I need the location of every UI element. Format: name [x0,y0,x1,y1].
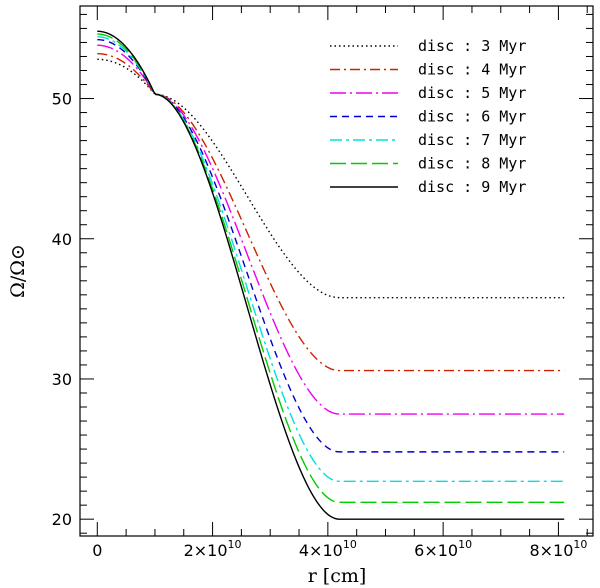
series-line-9-myr [97,30,565,520]
x-tick-exponent: 10 [228,538,242,551]
x-tick-label: 6×1010 [414,538,472,560]
legend-label: disc : 3 Myr [418,37,526,55]
plot-frame [79,5,594,537]
x-axis-label: r [cm] [308,565,367,587]
y-tick-label: 30 [52,370,72,389]
legend-label: disc : 6 Myr [418,108,526,126]
x-tick-label: 0 [92,541,102,560]
legend-label: disc : 4 Myr [418,61,526,79]
legend-label: disc : 8 Myr [418,155,526,173]
series-line-3-myr [97,58,565,299]
legend-label: disc : 7 Myr [418,131,526,149]
x-tick-exponent: 10 [458,538,472,551]
ticks [80,6,593,536]
x-tick-exponent: 10 [573,538,587,551]
legend-label: disc : 5 Myr [418,84,526,102]
series-line-4-myr [97,52,565,372]
series-line-5-myr [97,44,565,415]
y-tick-label: 20 [52,510,72,529]
x-tick-mantissa: 4×10 [299,541,343,560]
x-tick-label: 8×1010 [529,538,587,560]
x-tick-label: 4×1010 [299,538,357,560]
x-tick-exponent: 10 [343,538,357,551]
y-tick-label: 50 [52,90,72,109]
y-axis-label: Ω/Ω⊙ [7,244,29,298]
x-tick-mantissa: 6×10 [414,541,458,560]
x-tick-mantissa: 2×10 [184,541,228,560]
x-tick-label: 2×1010 [184,538,242,560]
y-tick-label: 40 [52,230,72,249]
series-lines [97,30,565,520]
legend-label: disc : 9 Myr [418,178,526,196]
legend: disc : 3 Myr disc : 4 Myr disc : 5 Myr disc… [330,37,526,196]
x-tick-mantissa: 8×10 [529,541,573,560]
series-line-8-myr [97,33,565,504]
